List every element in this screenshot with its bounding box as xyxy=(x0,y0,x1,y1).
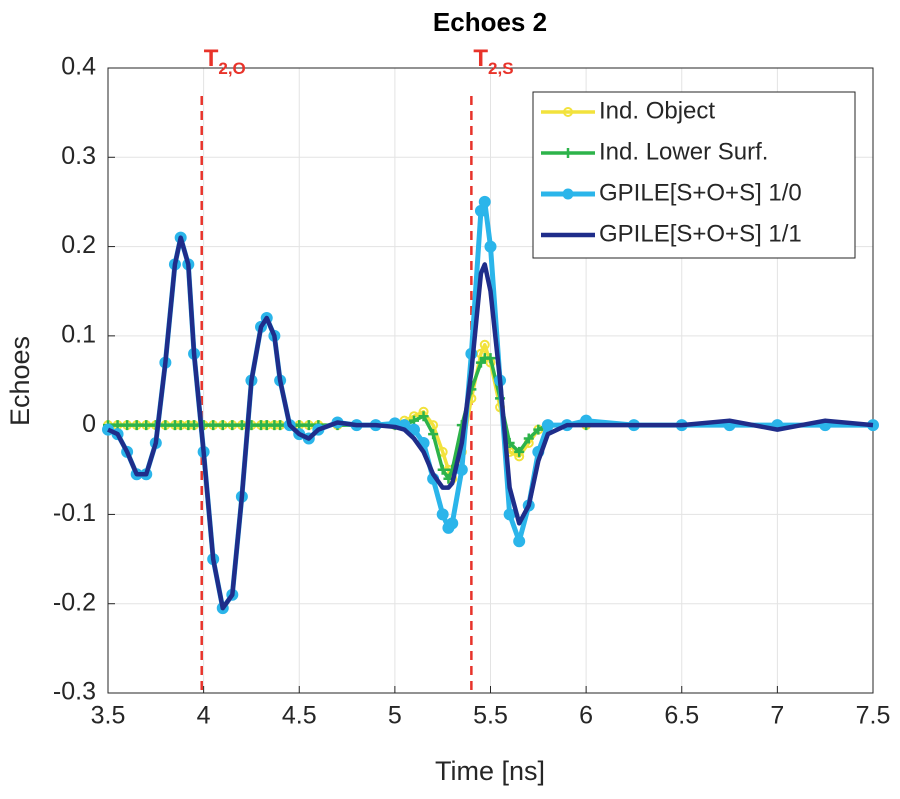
y-tick-label: 0.3 xyxy=(61,142,96,170)
marker xyxy=(303,420,314,431)
series xyxy=(107,235,874,611)
y-tick-label: -0.2 xyxy=(53,588,96,616)
y-tick-label: 0.2 xyxy=(61,231,96,259)
marker xyxy=(408,423,420,436)
legend-marker xyxy=(563,107,573,117)
marker xyxy=(437,464,448,475)
marker xyxy=(436,508,449,521)
marker xyxy=(418,411,429,422)
marker xyxy=(478,195,491,208)
legend-label: GPILE[S+O+S] 1/0 xyxy=(599,179,802,206)
marker xyxy=(523,433,534,444)
marker xyxy=(160,420,171,431)
marker xyxy=(533,424,544,435)
marker xyxy=(141,420,152,431)
legend-label: GPILE[S+O+S] 1/1 xyxy=(599,220,802,247)
annotation-label: T2,S xyxy=(473,45,513,78)
chart-title: Echoes 2 xyxy=(433,7,547,37)
marker xyxy=(208,420,219,431)
marker xyxy=(479,339,490,350)
x-tick-label: 5.5 xyxy=(473,702,508,730)
marker xyxy=(227,420,238,431)
x-tick-label: 6 xyxy=(579,702,593,730)
x-tick-label: 5 xyxy=(388,702,402,730)
legend-label: Ind. Lower Surf. xyxy=(599,138,768,165)
marker xyxy=(189,420,200,431)
y-tick-label: 0.4 xyxy=(61,53,96,81)
marker xyxy=(275,420,286,431)
marker xyxy=(236,420,247,431)
annotation-sub: 2,S xyxy=(488,59,514,78)
marker xyxy=(484,240,497,253)
x-tick-label: 7 xyxy=(770,702,784,730)
marker xyxy=(446,517,459,530)
y-tick-label: 0.1 xyxy=(61,320,96,348)
series-line xyxy=(107,235,874,611)
annotation-label: T2,O xyxy=(204,45,246,78)
y-tick-label: -0.3 xyxy=(53,678,96,706)
x-tick-label: 4.5 xyxy=(282,702,317,730)
legend-label: Ind. Object xyxy=(599,97,715,124)
x-tick-label: 6.5 xyxy=(664,702,699,730)
annotation-text: T xyxy=(204,45,219,72)
x-tick-label: 3.5 xyxy=(91,702,126,730)
marker xyxy=(541,419,554,432)
marker xyxy=(131,420,142,431)
marker xyxy=(513,535,526,548)
x-axis-label: Time [ns] xyxy=(435,756,545,786)
marker xyxy=(514,446,525,457)
y-tick-label: 0 xyxy=(82,410,96,438)
x-tick-label: 7.5 xyxy=(856,702,891,730)
axes-box xyxy=(107,67,874,694)
y-axis-label: Echoes xyxy=(5,336,35,426)
marker xyxy=(122,420,133,431)
marker xyxy=(428,429,439,440)
legend-box xyxy=(532,91,856,259)
marker xyxy=(485,353,496,364)
y-tick-label: -0.1 xyxy=(53,499,96,527)
annotation-text: T xyxy=(473,45,488,72)
marker xyxy=(217,420,228,431)
legend-marker xyxy=(562,188,574,200)
legend-marker xyxy=(563,148,573,158)
annotation-sub: 2,O xyxy=(218,59,245,78)
x-tick-label: 4 xyxy=(197,702,211,730)
